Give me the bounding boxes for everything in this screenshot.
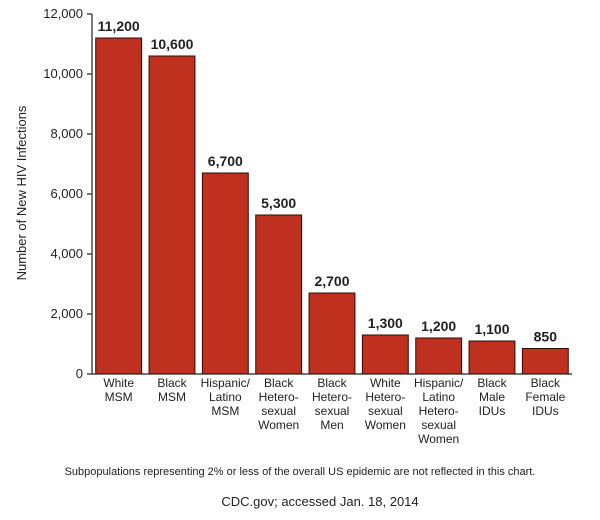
bar xyxy=(415,337,463,375)
y-tick-label: 8,000 xyxy=(50,126,83,141)
chart-footnote: Subpopulations representing 2% or less o… xyxy=(64,466,536,478)
x-category-label: Hispanic/Latino MSM xyxy=(201,376,251,418)
bar-value-label: 6,700 xyxy=(208,153,243,169)
y-tick-label: 6,000 xyxy=(50,186,83,201)
y-tick-label: 0 xyxy=(76,366,83,381)
bar-value-label: 11,200 xyxy=(98,18,140,34)
bar-chart: Number of New HIV Infections 0 2,000 4,000… xyxy=(14,6,572,446)
x-category-label: White Hetero-sexual Women xyxy=(365,376,406,432)
bar xyxy=(201,172,249,375)
y-axis-label: Number of New HIV Infections xyxy=(14,105,29,280)
bar xyxy=(95,37,143,375)
x-category-label: White MSM xyxy=(103,376,134,404)
bar-value-label: 1,100 xyxy=(474,321,509,337)
bar-value-label: 10,600 xyxy=(151,36,194,52)
y-tick-label: 4,000 xyxy=(50,246,83,261)
bar-value-label: 2,700 xyxy=(314,273,349,289)
x-category-label: Black Hetero-sexual Men xyxy=(312,376,352,432)
x-category-label: Black Hetero-sexual Women xyxy=(258,376,299,432)
bar xyxy=(255,214,303,375)
y-tick-label: 2,000 xyxy=(50,306,83,321)
bar-value-label: 1,200 xyxy=(421,318,456,334)
x-category-label: Black Male IDUs xyxy=(477,376,507,418)
x-category-label: Black Female IDUs xyxy=(525,376,565,418)
y-tick-label: 12,000 xyxy=(43,6,83,21)
y-tick-label: 10,000 xyxy=(43,66,83,81)
bar xyxy=(148,55,196,375)
bar xyxy=(308,292,356,375)
bar-value-label: 1,300 xyxy=(368,315,403,331)
bar xyxy=(521,348,569,375)
bar xyxy=(468,340,516,375)
bar-value-label: 850 xyxy=(534,329,558,345)
x-category-label: Black MSM xyxy=(157,376,187,404)
x-category-label: Hispanic/Latino Hetero-sexual Women xyxy=(414,376,464,446)
source-citation: CDC.gov; accessed Jan. 18, 2014 xyxy=(221,494,419,509)
bar xyxy=(361,334,409,375)
bar-value-label: 5,300 xyxy=(261,195,296,211)
